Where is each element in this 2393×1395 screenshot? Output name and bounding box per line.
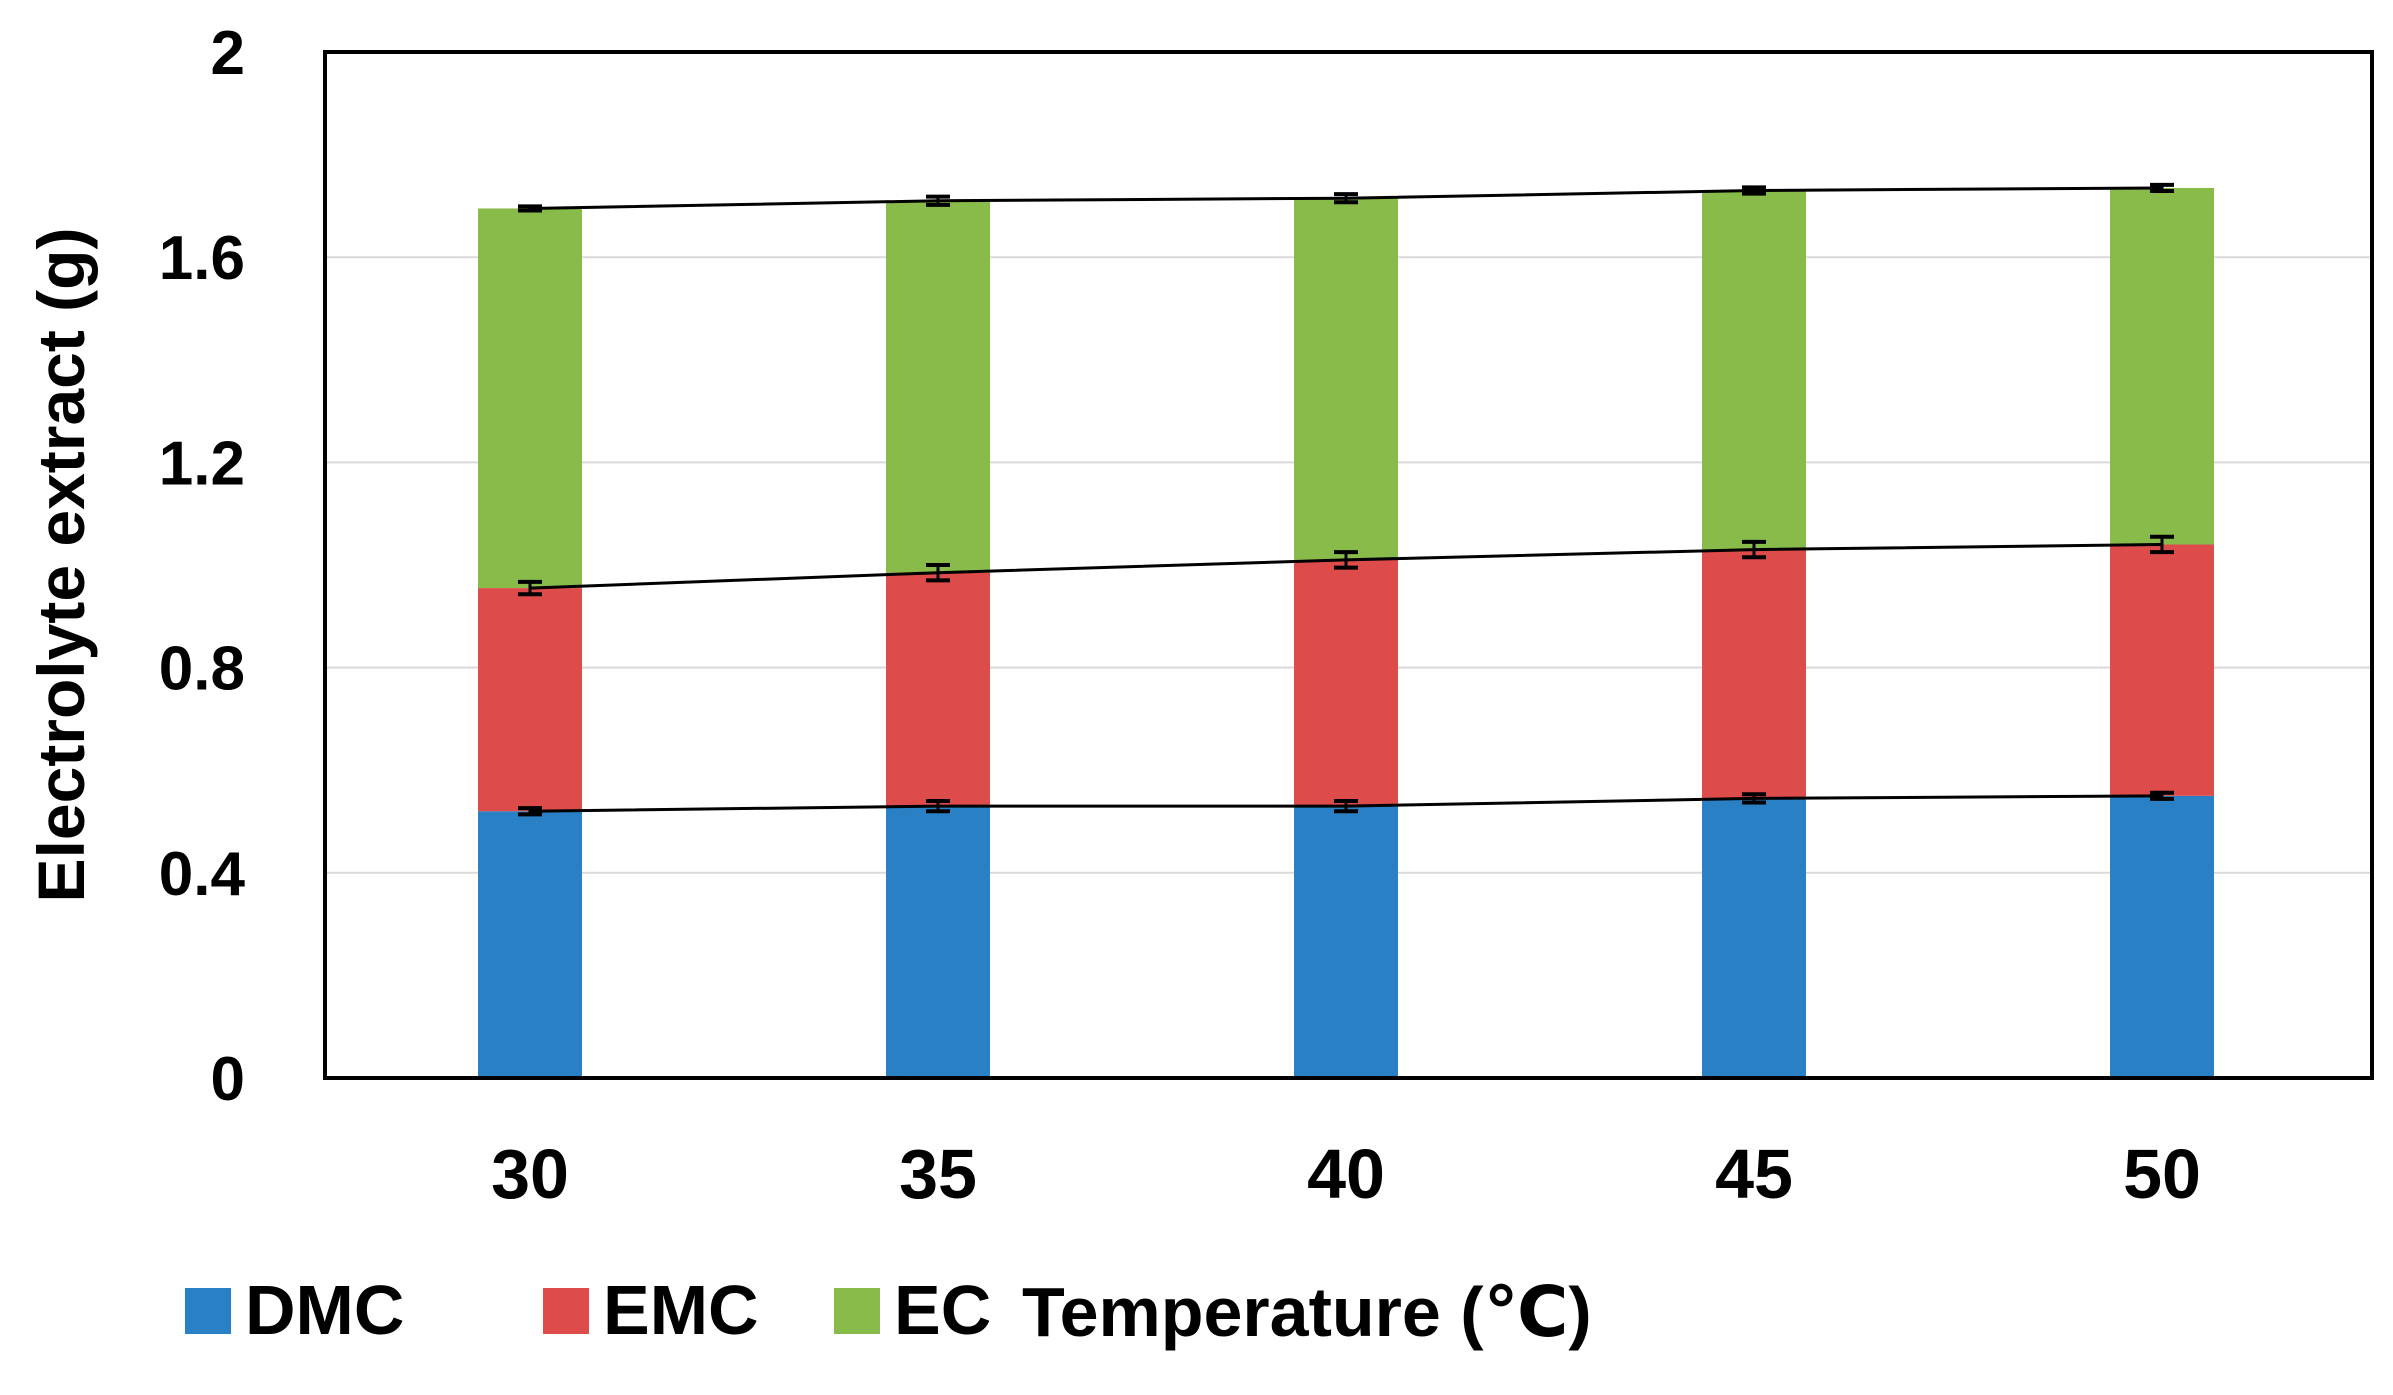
bars — [478, 187, 2214, 1078]
bar-ec-30 — [478, 208, 582, 589]
x-tick-label-45: 45 — [1715, 1135, 1793, 1213]
y-tick-label-1.6: 1.6 — [159, 224, 245, 293]
legend-label-emc: EMC — [603, 1271, 759, 1349]
bar-dmc-45 — [1702, 798, 1806, 1078]
error-bar-ec-50 — [2150, 182, 2174, 194]
legend-swatch-ec — [834, 1288, 880, 1334]
legend: DMC EMC EC — [185, 1271, 991, 1349]
legend-label-dmc: DMC — [245, 1271, 404, 1349]
x-tick-label-40: 40 — [1307, 1135, 1385, 1213]
legend-swatch-emc — [543, 1288, 589, 1334]
y-tick-label-0: 0 — [211, 1045, 245, 1114]
bar-dmc-35 — [886, 806, 990, 1078]
bar-ec-35 — [886, 200, 990, 573]
legend-swatch-dmc — [185, 1288, 231, 1334]
y-tick-label-2: 2 — [211, 19, 245, 88]
error-bar-dmc-30 — [518, 806, 542, 817]
error-bar-emc-40 — [1334, 550, 1358, 570]
error-bar-dmc-50 — [2150, 790, 2174, 801]
error-bars — [518, 182, 2174, 817]
bar-ec-50 — [2110, 187, 2214, 545]
error-bar-emc-50 — [2150, 534, 2174, 555]
error-bar-dmc-35 — [926, 798, 950, 814]
bar-ec-45 — [1702, 190, 1806, 550]
error-bar-emc-45 — [1742, 539, 1766, 560]
x-tick-label-35: 35 — [899, 1135, 977, 1213]
x-tick-labels: 30 35 40 45 50 — [491, 1135, 2201, 1213]
error-bar-ec-30 — [518, 204, 542, 213]
error-bar-ec-40 — [1334, 192, 1358, 205]
bar-dmc-30 — [478, 811, 582, 1078]
legend-label-ec: EC — [894, 1271, 991, 1349]
bar-ec-40 — [1294, 198, 1398, 560]
y-tick-label-0.8: 0.8 — [159, 635, 245, 704]
bar-dmc-40 — [1294, 806, 1398, 1078]
bar-emc-35 — [886, 572, 990, 807]
legend-item-dmc: DMC — [185, 1271, 404, 1349]
error-bar-ec-45 — [1742, 185, 1766, 196]
bar-dmc-50 — [2110, 795, 2214, 1078]
bar-emc-45 — [1702, 549, 1806, 799]
x-tick-label-30: 30 — [491, 1135, 569, 1213]
x-tick-label-50: 50 — [2123, 1135, 2201, 1213]
error-bar-emc-35 — [926, 563, 950, 583]
x-axis-label: Temperature (℃) — [1022, 1273, 1592, 1351]
bar-emc-50 — [2110, 544, 2214, 796]
error-bar-ec-35 — [926, 194, 950, 207]
legend-item-ec: EC — [834, 1271, 991, 1349]
y-tick-label-0.4: 0.4 — [159, 840, 246, 909]
error-bar-dmc-40 — [1334, 798, 1358, 814]
y-tick-labels: 0 0.4 0.8 1.2 1.6 2 — [159, 19, 246, 1114]
error-bar-dmc-45 — [1742, 792, 1766, 805]
bar-emc-40 — [1294, 559, 1398, 807]
y-tick-label-1.2: 1.2 — [159, 429, 245, 498]
error-bar-emc-30 — [518, 579, 542, 597]
plot-frame — [323, 50, 2374, 1080]
legend-item-emc: EMC — [543, 1271, 759, 1349]
y-axis-label: Electrolyte extract (g) — [24, 228, 98, 903]
bar-emc-30 — [478, 588, 582, 812]
